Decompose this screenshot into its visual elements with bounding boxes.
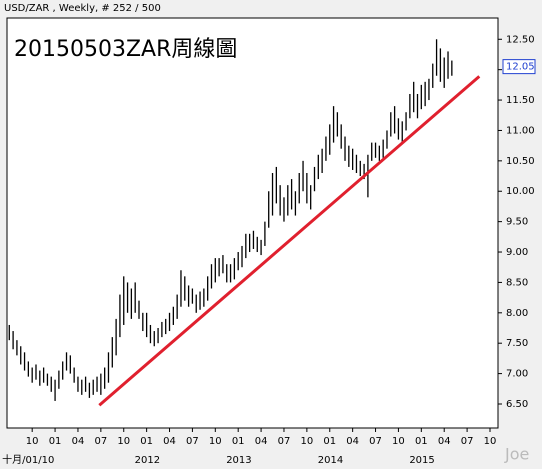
x-period-label: 2015 [409,455,434,466]
y-tick-label: 11.00 [506,125,535,136]
x-tick-label: 04 [72,436,85,447]
x-tick-label: 01 [49,436,62,447]
x-tick-label: 10 [392,436,405,447]
x-tick-label: 04 [438,436,451,447]
y-tick-label: 10.00 [506,186,535,197]
x-tick-label: 04 [255,436,268,447]
x-period-label: 2013 [226,455,251,466]
x-period-label: 十月/01/10 [2,453,54,466]
x-tick-label: 01 [323,436,336,447]
y-tick-label: 6.50 [506,399,528,410]
x-tick-label: 07 [186,436,199,447]
trendline [98,75,481,407]
chart-header: USD/ZAR , Weekly, # 252 / 500 [4,3,161,14]
y-tick-label: 9.00 [506,247,528,258]
x-period-label: 2012 [135,455,160,466]
last-price-label: 12.05 [506,62,535,73]
x-tick-label: 07 [278,436,291,447]
x-tick-label: 04 [346,436,359,447]
y-tick-label: 9.50 [506,217,528,228]
watermark: Joe [504,445,529,464]
x-period-label: 2014 [318,455,343,466]
y-tick-label: 10.50 [506,156,535,167]
x-tick-label: 10 [209,436,222,447]
x-tick-label: 10 [484,436,497,447]
y-tick-label: 12.50 [506,34,535,45]
x-tick-label: 07 [369,436,382,447]
last-price-box [502,59,536,75]
x-tick-label: 10 [117,436,130,447]
x-tick-label: 01 [140,436,153,447]
y-tick-label: 8.50 [506,277,528,288]
y-tick-label: 8.00 [506,308,528,319]
y-tick-label: 11.50 [506,95,535,106]
plot-area [6,17,499,429]
x-tick-label: 07 [94,436,107,447]
x-tick-label: 01 [232,436,245,447]
y-tick-label: 7.50 [506,338,528,349]
x-tick-label: 07 [461,436,474,447]
x-tick-label: 10 [26,436,39,447]
x-tick-label: 10 [300,436,313,447]
x-tick-label: 04 [163,436,176,447]
chart-title: 20150503ZAR周線圖 [14,37,237,62]
y-tick-label: 7.00 [506,369,528,380]
x-tick-label: 01 [415,436,428,447]
